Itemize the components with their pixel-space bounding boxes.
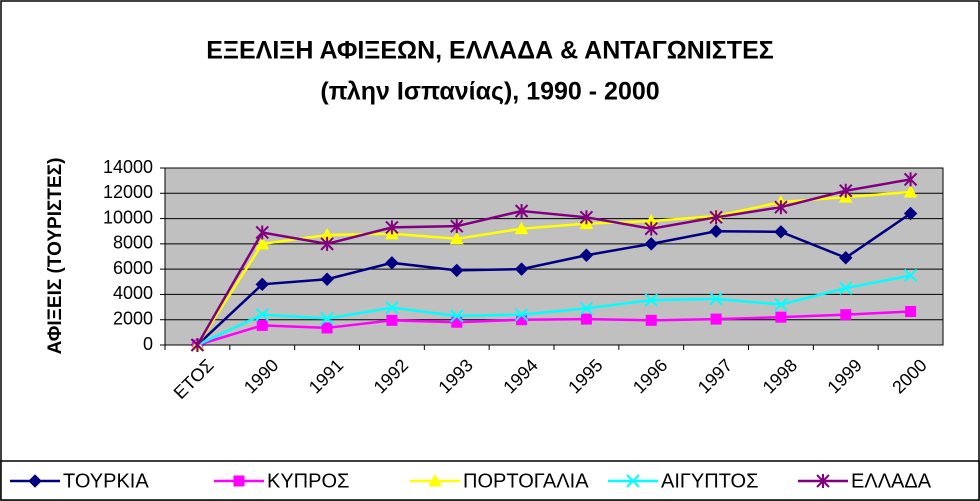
marker	[774, 297, 788, 312]
marker	[255, 307, 269, 322]
marker	[514, 203, 529, 218]
legend-label: ΑΙΓΥΠΤΟΣ	[661, 470, 758, 492]
marker	[774, 225, 788, 239]
marker	[514, 262, 529, 276]
marker	[644, 293, 658, 307]
marker	[449, 231, 464, 245]
marker	[579, 248, 594, 262]
series-line	[196, 274, 911, 347]
marker	[450, 309, 464, 323]
marker	[644, 221, 658, 236]
y-tick-label: 10000	[103, 207, 153, 227]
y-axis-label: ΑΦΙΞΕΙΣ (ΤΟΥΡΙΣΤΕΣ)	[45, 158, 66, 355]
marker	[428, 473, 442, 487]
marker	[385, 300, 399, 315]
marker	[903, 206, 918, 221]
chart-title: (πλην Ισπανίας), 1990 - 2000	[320, 78, 659, 106]
marker	[905, 305, 917, 317]
marker	[386, 314, 398, 326]
marker	[255, 236, 270, 250]
marker	[28, 474, 42, 488]
marker	[816, 474, 830, 488]
y-tick-label: 2000	[113, 308, 153, 328]
marker	[839, 251, 853, 265]
y-tick-label: 8000	[113, 233, 153, 253]
marker	[710, 313, 722, 325]
marker	[903, 268, 918, 283]
marker	[450, 263, 464, 278]
marker	[385, 220, 399, 235]
marker	[320, 311, 334, 326]
marker	[514, 307, 529, 322]
series-line	[196, 212, 912, 346]
series-line	[197, 310, 911, 347]
marker	[516, 314, 528, 326]
legend-label: ΤΟΥΡΚΙΑ	[63, 470, 149, 492]
marker	[320, 236, 334, 251]
marker	[840, 309, 852, 321]
marker	[256, 319, 268, 331]
marker	[233, 475, 245, 487]
marker	[709, 292, 723, 306]
marker	[514, 221, 529, 235]
marker	[255, 277, 269, 292]
marker	[320, 272, 334, 286]
legend-label: ΕΛΛΑΔΑ	[851, 470, 932, 492]
marker	[774, 200, 788, 215]
marker	[645, 314, 657, 326]
series-line	[196, 178, 911, 346]
marker	[709, 210, 723, 225]
marker	[450, 219, 464, 234]
marker	[579, 210, 594, 225]
marker	[839, 183, 853, 198]
marker	[580, 313, 592, 325]
marker	[775, 311, 787, 323]
marker	[190, 338, 205, 352]
marker	[839, 281, 853, 295]
series-line	[196, 190, 911, 346]
marker	[709, 224, 723, 238]
marker	[903, 184, 918, 198]
legend-label: ΠΟΡΤΟΓΑΛΙΑ	[463, 470, 589, 492]
y-tick-label: 12000	[103, 182, 153, 202]
marker	[903, 172, 918, 187]
marker	[385, 256, 399, 270]
marker	[644, 237, 658, 251]
marker	[579, 301, 594, 316]
y-tick-label: 6000	[113, 258, 153, 278]
y-tick-label: 0	[143, 334, 153, 354]
legend-label: ΚΥΠΡΟΣ	[267, 470, 349, 492]
chart-title: ΕΞΕΛΙΞΗ ΑΦΙΞΕΩΝ, ΕΛΛΑΔΑ & ΑΝΤΑΓΩΝΙΣΤΕΣ	[206, 37, 774, 65]
marker	[626, 474, 640, 488]
marker	[321, 322, 333, 334]
marker	[255, 225, 269, 240]
y-tick-label: 14000	[103, 157, 153, 177]
y-tick-label: 4000	[113, 283, 153, 303]
